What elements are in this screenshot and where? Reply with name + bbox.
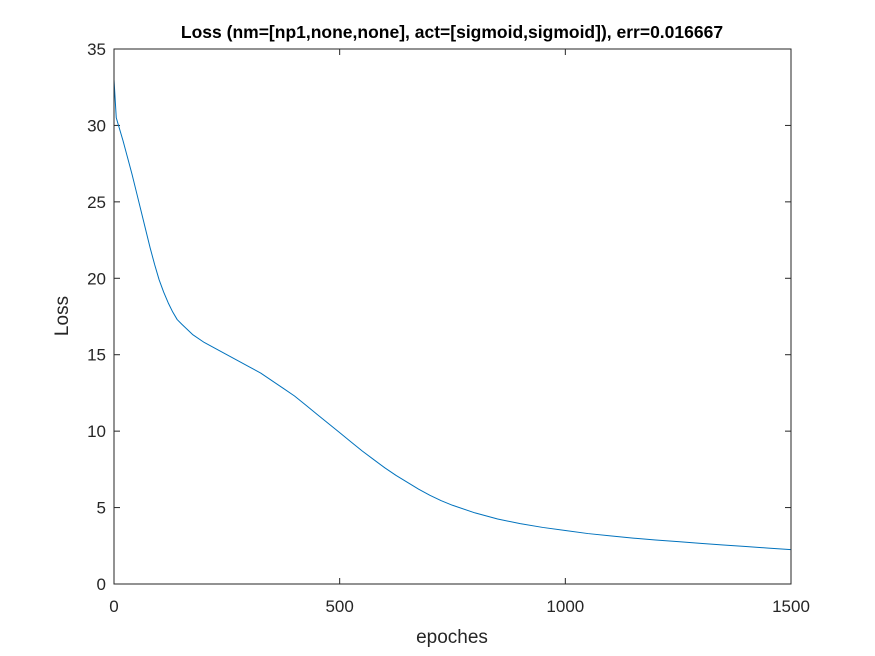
y-tick-label: 35 bbox=[87, 40, 106, 59]
y-tick-label: 30 bbox=[87, 116, 106, 135]
y-tick-label: 0 bbox=[97, 575, 106, 594]
loss-series-line bbox=[113, 79, 792, 551]
axes-box bbox=[113, 48, 792, 585]
y-axis-label: Loss bbox=[52, 296, 73, 336]
y-tick-label: 15 bbox=[87, 346, 106, 365]
y-tick-label: 5 bbox=[97, 499, 106, 518]
x-tick-label: 1000 bbox=[546, 597, 584, 616]
series-layer bbox=[113, 79, 792, 551]
y-axis-ticks: 0 5 10 15 20 25 30 35 bbox=[87, 40, 791, 594]
x-tick-label: 0 bbox=[109, 597, 118, 616]
y-tick-label: 25 bbox=[87, 193, 106, 212]
chart-title: Loss (nm=[np1,none,none], act=[sigmoid,s… bbox=[181, 22, 723, 42]
plot-area bbox=[114, 49, 791, 584]
x-axis-label: epoches bbox=[416, 627, 488, 648]
x-tick-label: 500 bbox=[325, 597, 353, 616]
y-tick-label: 10 bbox=[87, 422, 106, 441]
x-tick-label: 1500 bbox=[772, 597, 810, 616]
y-tick-label: 20 bbox=[87, 269, 106, 288]
